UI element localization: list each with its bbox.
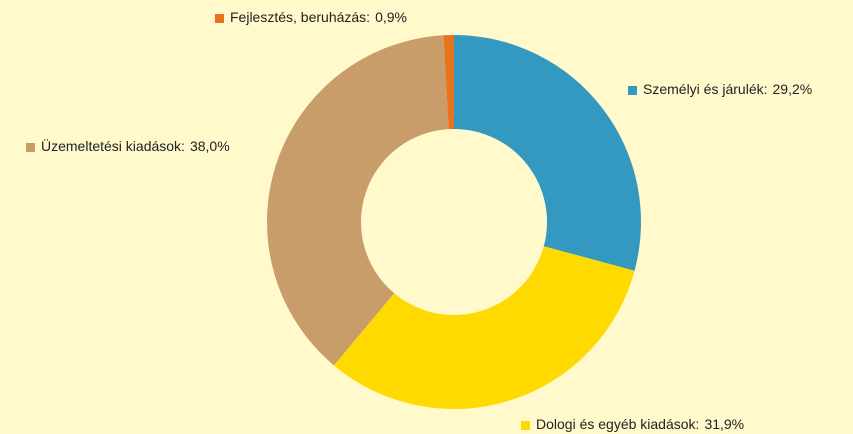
donut-slice <box>266 35 449 366</box>
legend-marker <box>628 86 637 95</box>
legend-marker <box>521 421 530 430</box>
slice-category: Üzemeltetési kiadások: <box>41 137 185 154</box>
donut-slice <box>333 246 635 410</box>
slice-label: Személyi és járulék: 29,2% <box>643 81 812 97</box>
slice-label: Üzemeltetési kiadások: 38,0% <box>41 137 230 154</box>
slice-value: 38,0% <box>190 138 230 154</box>
slice-category: Személyi és járulék: <box>643 81 768 97</box>
slice-category: Fejlesztés, beruházás: <box>230 9 370 25</box>
slice-value: 0,9% <box>375 9 407 25</box>
donut-slice <box>443 35 454 130</box>
slice-category: Dologi és egyéb kiadások: <box>536 416 699 432</box>
donut-slice <box>454 35 642 271</box>
slice-value: 29,2% <box>773 81 813 97</box>
slice-label: Dologi és egyéb kiadások: 31,9% <box>536 416 744 432</box>
slice-value: 31,9% <box>704 416 744 432</box>
slice-label: Fejlesztés, beruházás: 0,9% <box>230 9 407 25</box>
legend-marker <box>26 143 35 152</box>
legend-marker <box>215 14 224 23</box>
